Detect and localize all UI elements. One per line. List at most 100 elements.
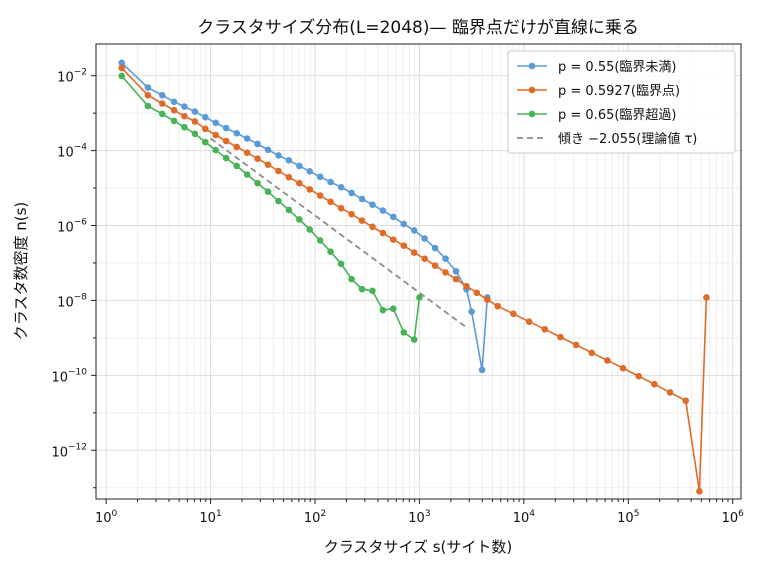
data-point bbox=[191, 108, 199, 115]
data-point bbox=[348, 275, 355, 283]
data-point bbox=[442, 269, 449, 276]
data-point bbox=[285, 173, 293, 181]
data-point bbox=[170, 117, 178, 125]
data-point bbox=[416, 294, 423, 301]
data-point bbox=[144, 91, 152, 99]
data-point bbox=[254, 155, 261, 162]
chart-title: クラスタサイズ分布(L=2048)— 臨界点だけが直線に乗る bbox=[197, 18, 639, 38]
data-point bbox=[222, 137, 230, 145]
data-point bbox=[222, 154, 230, 162]
y-tick-label: 10−6 bbox=[57, 217, 87, 235]
data-point bbox=[306, 226, 314, 233]
data-point bbox=[222, 124, 230, 132]
data-point bbox=[348, 210, 355, 218]
data-point bbox=[158, 110, 166, 118]
data-point bbox=[181, 103, 188, 110]
data-point bbox=[202, 125, 209, 133]
data-point bbox=[337, 204, 345, 212]
data-point bbox=[118, 59, 126, 67]
data-point bbox=[306, 167, 314, 175]
data-point bbox=[118, 64, 126, 72]
x-tick-label: 104 bbox=[513, 509, 536, 526]
data-point bbox=[494, 302, 502, 310]
data-point bbox=[541, 325, 549, 333]
legend-label: p = 0.55(臨界未満) bbox=[558, 60, 677, 75]
data-point bbox=[212, 146, 219, 154]
data-point bbox=[275, 152, 282, 159]
reference-slope-line bbox=[210, 137, 469, 330]
data-point bbox=[181, 112, 188, 120]
y-tick-label: 10−8 bbox=[57, 292, 87, 310]
data-point bbox=[285, 157, 293, 164]
series-line bbox=[121, 75, 421, 342]
series-3 bbox=[210, 137, 469, 330]
data-point bbox=[264, 188, 272, 195]
data-point bbox=[337, 183, 345, 191]
legend-box bbox=[507, 50, 736, 154]
data-point bbox=[212, 119, 219, 127]
series-layer bbox=[118, 59, 710, 495]
data-point bbox=[468, 308, 475, 315]
x-tick-label: 106 bbox=[722, 509, 745, 526]
data-point bbox=[285, 206, 293, 214]
data-point bbox=[369, 287, 376, 295]
legend-marker bbox=[528, 62, 536, 70]
plot-frame bbox=[95, 43, 742, 500]
data-point bbox=[410, 336, 418, 343]
data-point bbox=[431, 244, 439, 252]
data-point bbox=[478, 366, 486, 374]
data-point bbox=[525, 318, 533, 326]
data-point bbox=[316, 192, 324, 199]
y-tick-label: 10−10 bbox=[51, 367, 87, 385]
data-point bbox=[158, 91, 166, 99]
x-axis-label: クラスタサイズ s(サイト数) bbox=[324, 538, 513, 556]
x-tick-label: 102 bbox=[304, 509, 326, 526]
y-axis-label: クラスタ数密度 n(s) bbox=[12, 202, 30, 341]
data-point bbox=[170, 106, 178, 114]
data-point bbox=[604, 357, 611, 364]
data-point bbox=[358, 285, 366, 293]
data-point bbox=[316, 237, 324, 244]
data-point bbox=[316, 173, 324, 181]
data-point bbox=[254, 179, 261, 187]
data-point bbox=[118, 72, 126, 80]
legend-label: p = 0.65(臨界超過) bbox=[558, 108, 677, 123]
data-point bbox=[379, 229, 387, 237]
data-point bbox=[557, 333, 564, 341]
x-tick-label: 100 bbox=[95, 509, 118, 526]
legend-marker bbox=[528, 86, 536, 94]
data-point bbox=[296, 162, 303, 170]
data-point bbox=[400, 329, 408, 336]
data-point bbox=[703, 294, 710, 301]
data-point bbox=[421, 255, 428, 262]
data-point bbox=[202, 113, 209, 121]
data-point bbox=[473, 289, 481, 297]
legend-label: p = 0.5927(臨界点) bbox=[558, 84, 680, 99]
data-point bbox=[369, 223, 376, 231]
data-point bbox=[158, 100, 166, 107]
data-point bbox=[254, 140, 261, 148]
data-point bbox=[243, 149, 251, 156]
data-point bbox=[275, 167, 282, 175]
legend-label: 傾き −2.055(理論値 τ) bbox=[558, 131, 697, 147]
data-point bbox=[379, 207, 387, 214]
data-point bbox=[348, 189, 355, 197]
data-point bbox=[400, 220, 408, 228]
data-point bbox=[233, 129, 241, 137]
data-point bbox=[510, 310, 517, 318]
data-point bbox=[619, 364, 627, 372]
data-point bbox=[369, 201, 376, 208]
data-point bbox=[243, 171, 251, 178]
x-tick-label: 101 bbox=[199, 509, 221, 526]
data-point bbox=[233, 143, 241, 151]
data-point bbox=[389, 305, 397, 313]
axis-ticks: 100 101 102 103 104 105 106 10−2 10−4 10−6 10−8 10−… bbox=[51, 68, 744, 526]
data-point bbox=[358, 195, 366, 203]
data-point bbox=[275, 197, 282, 205]
data-point bbox=[181, 123, 188, 131]
data-point bbox=[296, 216, 303, 223]
data-point bbox=[452, 267, 460, 275]
data-point bbox=[191, 118, 199, 125]
data-point bbox=[452, 275, 460, 283]
data-point bbox=[389, 236, 397, 243]
